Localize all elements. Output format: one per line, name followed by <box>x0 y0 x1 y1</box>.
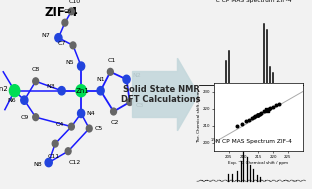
Circle shape <box>70 42 76 49</box>
Circle shape <box>78 62 85 70</box>
Text: N1: N1 <box>96 77 105 82</box>
Text: N8: N8 <box>33 162 41 167</box>
Text: C12: C12 <box>69 160 81 165</box>
Point <box>271 105 275 108</box>
Point <box>250 116 255 119</box>
Text: C4: C4 <box>56 122 64 127</box>
Point <box>265 109 270 112</box>
Point <box>244 120 249 123</box>
Point <box>257 112 262 115</box>
Circle shape <box>97 87 104 95</box>
Text: Zn1: Zn1 <box>76 88 90 94</box>
Text: Zn2: Zn2 <box>0 86 8 92</box>
Text: ¹⁵N CP MAS Spectrum ZIF-4: ¹⁵N CP MAS Spectrum ZIF-4 <box>211 138 292 144</box>
Point <box>251 116 256 119</box>
Circle shape <box>52 140 58 147</box>
Text: C6: C6 <box>64 9 72 14</box>
X-axis label: Exp. ¹³C Chemical shift / ppm: Exp. ¹³C Chemical shift / ppm <box>228 160 288 165</box>
Text: ZIF-4: ZIF-4 <box>45 6 78 19</box>
Point <box>259 111 264 114</box>
Text: N7: N7 <box>41 33 50 38</box>
Circle shape <box>107 68 113 75</box>
Point <box>273 104 278 107</box>
Circle shape <box>111 108 116 115</box>
Circle shape <box>55 34 62 42</box>
Circle shape <box>9 85 20 97</box>
Point <box>256 114 261 117</box>
Circle shape <box>68 8 74 15</box>
Point <box>247 118 252 121</box>
Text: C2: C2 <box>111 120 119 125</box>
Circle shape <box>68 123 74 130</box>
Point <box>276 102 281 105</box>
Point <box>239 122 244 125</box>
Text: N5: N5 <box>66 60 74 65</box>
Text: C11: C11 <box>47 154 60 159</box>
FancyArrow shape <box>133 58 198 131</box>
Text: C5: C5 <box>95 126 103 131</box>
Text: C8: C8 <box>32 67 40 72</box>
Point <box>253 115 258 118</box>
Text: N6: N6 <box>7 98 16 103</box>
Text: C3: C3 <box>135 103 144 108</box>
Point <box>235 124 240 127</box>
Point <box>266 107 271 110</box>
Circle shape <box>86 125 92 132</box>
Text: C7: C7 <box>57 41 66 46</box>
Circle shape <box>21 96 28 104</box>
Point <box>265 108 270 111</box>
Circle shape <box>65 148 71 155</box>
Circle shape <box>33 78 39 85</box>
Text: ¹³C CP MAS Spectrum ZIF-4: ¹³C CP MAS Spectrum ZIF-4 <box>211 0 291 3</box>
Point <box>268 106 273 109</box>
Y-axis label: The. Chemical shift / ppm: The. Chemical shift / ppm <box>197 91 201 143</box>
Text: C1: C1 <box>108 58 116 63</box>
Circle shape <box>78 109 85 118</box>
Circle shape <box>33 114 39 121</box>
Circle shape <box>45 158 52 167</box>
Point <box>256 113 261 116</box>
Circle shape <box>76 85 86 97</box>
Text: Solid State NMR
DFT Calculations: Solid State NMR DFT Calculations <box>121 85 201 104</box>
Text: C10: C10 <box>69 0 81 4</box>
Point <box>261 110 266 113</box>
Text: N3: N3 <box>46 84 55 89</box>
Circle shape <box>127 99 133 105</box>
Text: C9: C9 <box>20 115 28 120</box>
Circle shape <box>123 75 130 84</box>
Text: N2: N2 <box>132 73 141 78</box>
Circle shape <box>58 87 65 95</box>
Text: N4: N4 <box>86 111 95 116</box>
Circle shape <box>62 19 68 26</box>
